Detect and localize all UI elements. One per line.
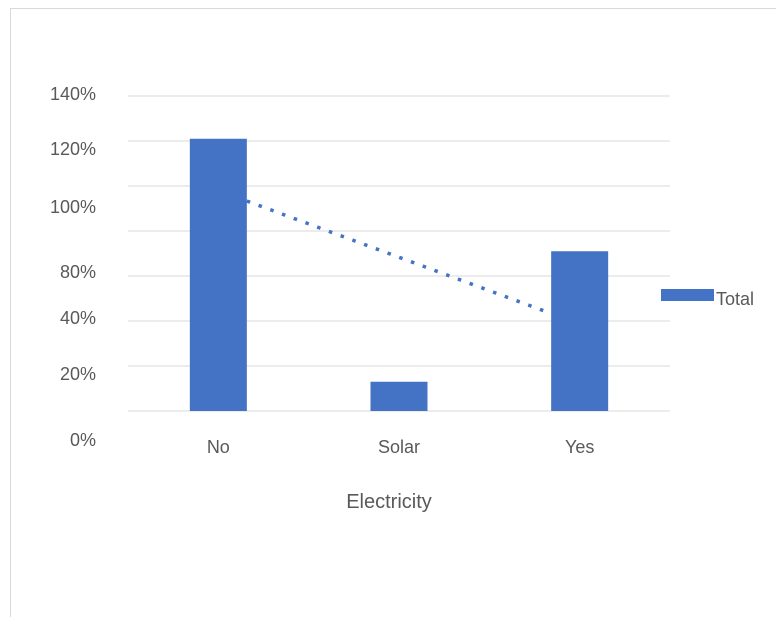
bar-yes <box>551 251 609 411</box>
bar-no <box>189 138 247 411</box>
legend: Total <box>661 289 754 309</box>
x-tick-label: Solar <box>378 437 420 457</box>
x-axis-title: Electricity <box>346 491 432 513</box>
legend-swatch <box>661 289 714 301</box>
bar-solar <box>370 381 428 411</box>
legend-label: Total <box>716 289 754 309</box>
y-tick-label: 0% <box>70 430 96 450</box>
y-tick-label: 100% <box>50 197 96 217</box>
y-tick-label: 20% <box>60 364 96 384</box>
y-tick-label: 140% <box>50 84 96 104</box>
trendline <box>246 199 552 316</box>
x-tick-label: No <box>207 437 230 457</box>
chart-frame <box>10 8 776 617</box>
x-tick-label: Yes <box>565 437 594 457</box>
y-tick-label: 40% <box>60 308 96 328</box>
y-tick-label: 120% <box>50 139 96 159</box>
y-tick-label: 80% <box>60 262 96 282</box>
